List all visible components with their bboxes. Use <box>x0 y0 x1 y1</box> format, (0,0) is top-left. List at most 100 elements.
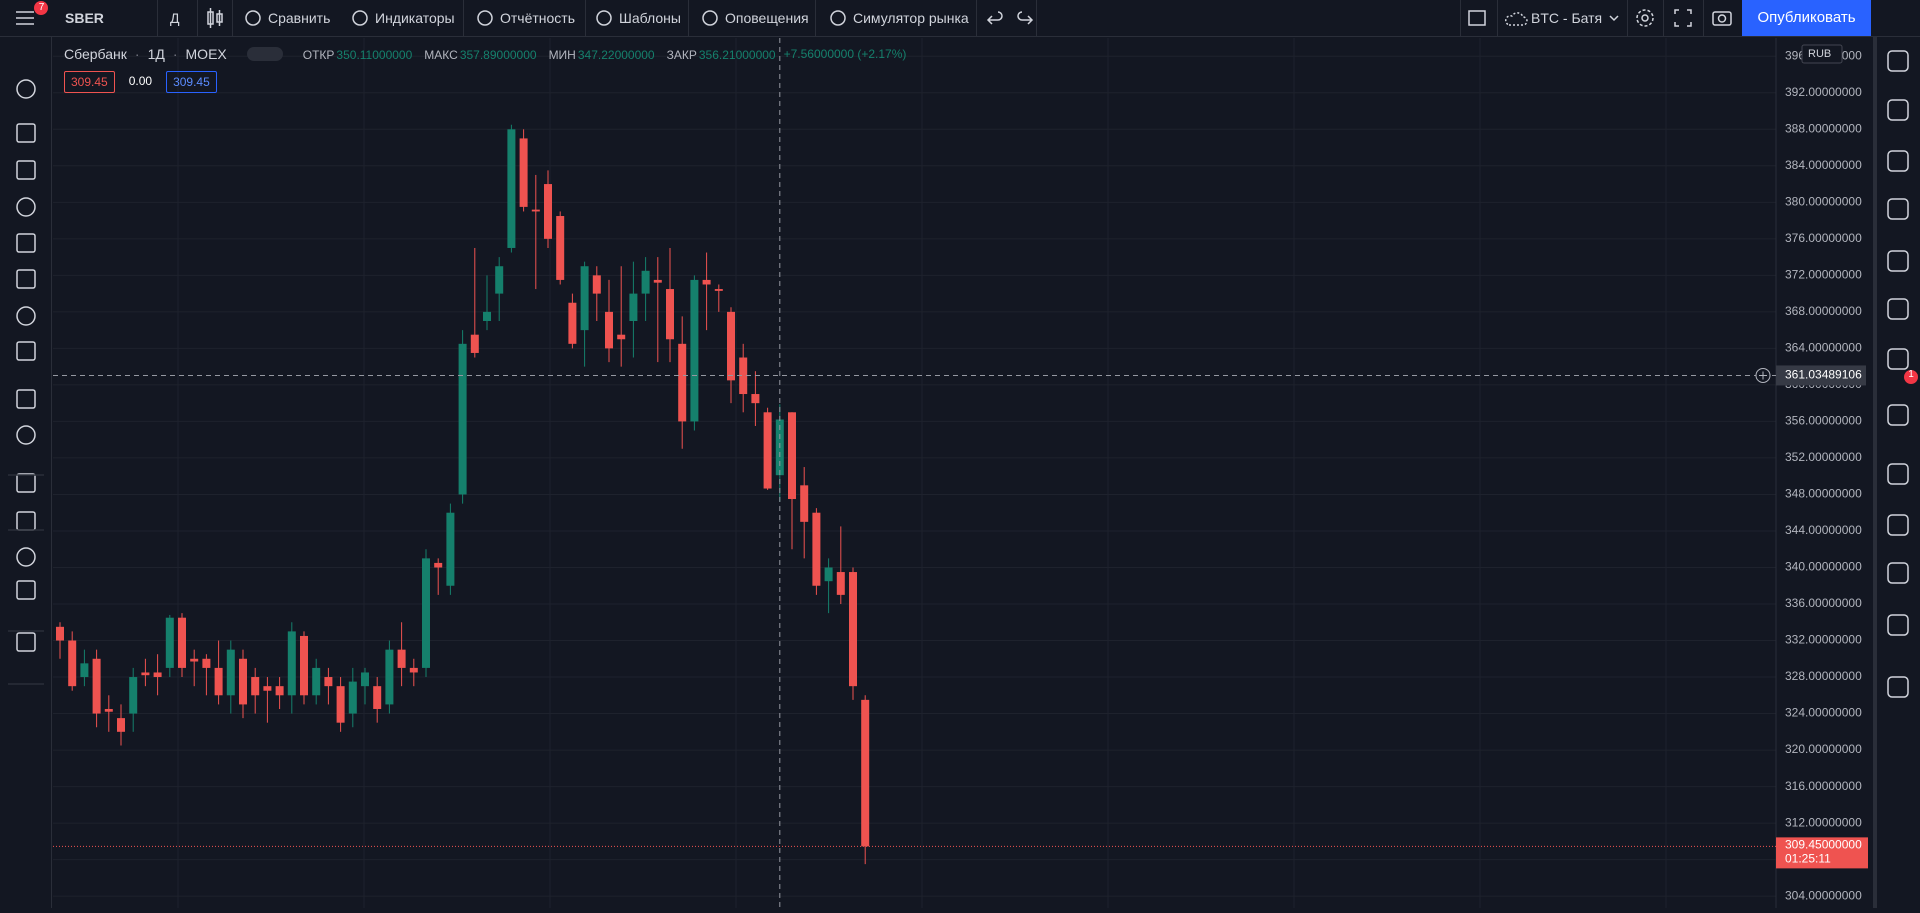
sidebar-icon[interactable] <box>1887 298 1909 320</box>
candle-body <box>629 293 638 322</box>
icon-shape <box>830 10 846 26</box>
tool-icon[interactable] <box>16 511 36 531</box>
snapshot-icon[interactable] <box>1709 0 1735 36</box>
candle-body <box>324 677 333 687</box>
candle-body <box>68 640 77 687</box>
buy-box[interactable]: 309.45 <box>166 71 217 93</box>
toolbar-item[interactable]: Шаблоны <box>619 10 681 26</box>
plot-background <box>53 38 1776 908</box>
toolbar-icon <box>830 10 846 26</box>
chart-type-icon[interactable] <box>205 0 225 36</box>
icon-shape <box>596 10 612 26</box>
candle-body <box>92 658 101 714</box>
y-tick-label: 356.00000000 <box>1785 414 1862 428</box>
candle-body <box>641 270 650 294</box>
candle-body <box>348 681 357 714</box>
sidebar-icon[interactable] <box>1887 562 1909 584</box>
ohlc-value: 356.21000000 <box>698 48 776 62</box>
ohlc-item: ЗАКР 356.21000000 <box>667 46 776 62</box>
toolbar-item[interactable]: Индикаторы <box>375 10 455 26</box>
candle-body <box>263 686 272 691</box>
y-tick-label: 372.00000000 <box>1785 268 1862 282</box>
candle-body <box>568 302 577 344</box>
candle-body <box>605 311 613 349</box>
layout-name[interactable]: BTC - Батя <box>1531 10 1603 26</box>
candle-body <box>80 663 89 678</box>
legend-interval: 1Д <box>147 46 165 62</box>
candle-body <box>251 677 260 696</box>
tool-icon[interactable] <box>16 473 36 493</box>
toolbar-icon <box>352 10 368 26</box>
legend-change: +7.56000000 (+2.17%) <box>783 47 907 61</box>
interval[interactable]: Д <box>170 10 180 26</box>
candle-body <box>678 343 687 422</box>
sidebar-icon[interactable] <box>1887 150 1909 172</box>
candle-body <box>422 558 430 668</box>
menu-icon[interactable] <box>0 0 52 36</box>
candle-body <box>617 334 626 340</box>
cloud-icon[interactable] <box>1503 0 1529 36</box>
currency: RUB <box>1808 48 1831 60</box>
candle-body <box>824 567 833 582</box>
sidebar-icon[interactable] <box>1887 676 1909 698</box>
undo-redo[interactable] <box>980 0 1040 36</box>
tool-icon[interactable] <box>16 123 36 143</box>
toolbar-item[interactable]: Отчётность <box>500 10 576 26</box>
symbol[interactable]: SBER <box>65 10 104 26</box>
candle-body <box>544 184 552 239</box>
candle-body <box>556 216 565 280</box>
y-tick-label: 340.00000000 <box>1785 560 1862 574</box>
tool-icon[interactable] <box>16 269 36 289</box>
candle-body <box>531 209 540 212</box>
tool-icon[interactable] <box>16 197 36 217</box>
sidebar-icon[interactable] <box>1887 463 1909 485</box>
tool-icon[interactable] <box>16 79 36 99</box>
y-tick-label: 332.00000000 <box>1785 633 1862 647</box>
ohlc-item: МИН 347.22000000 <box>549 46 655 62</box>
settings-icon[interactable] <box>1632 0 1658 36</box>
sidebar-icon[interactable] <box>1887 348 1909 370</box>
toolbar-item[interactable]: Оповещения <box>725 10 809 26</box>
y-tick-label: 328.00000000 <box>1785 669 1862 683</box>
sidebar-icon[interactable] <box>1887 99 1909 121</box>
fullscreen-icon[interactable] <box>1670 0 1696 36</box>
ohlc-value: 350.11000000 <box>336 48 413 62</box>
candle-body <box>190 658 199 662</box>
candle-body <box>239 658 247 705</box>
tool-icon[interactable] <box>16 306 36 326</box>
sidebar-icon[interactable] <box>1887 50 1909 72</box>
publish-button[interactable]: Опубликовать <box>1742 0 1871 36</box>
sidebar-icon[interactable] <box>1887 514 1909 536</box>
toolbar-icon <box>245 10 261 26</box>
tool-icon[interactable] <box>16 160 36 180</box>
candle-body <box>214 667 223 696</box>
layout-icon[interactable] <box>1467 0 1487 36</box>
sidebar-icon[interactable] <box>1887 198 1909 220</box>
sidebar-icon[interactable] <box>1887 614 1909 636</box>
tool-icon[interactable] <box>16 580 36 600</box>
icon-shape <box>352 10 368 26</box>
candle-body <box>507 129 516 248</box>
tool-icon[interactable] <box>16 425 36 445</box>
ohlc-key: МАКС <box>424 48 458 62</box>
candle-body <box>312 667 321 696</box>
countdown: 01:25:11 <box>1785 852 1831 866</box>
ohlc-key: МИН <box>548 48 576 62</box>
tool-icon[interactable] <box>16 547 36 567</box>
y-tick-label: 336.00000000 <box>1785 596 1862 610</box>
icon-shape <box>245 10 261 26</box>
toolbar-item[interactable]: Симулятор рынка <box>853 10 969 26</box>
sidebar-icon[interactable] <box>1887 404 1909 426</box>
trade-boxes: 309.45 0.00 309.45 <box>64 71 217 93</box>
tool-icon[interactable] <box>16 389 36 409</box>
currency-pill[interactable] <box>1801 44 1843 64</box>
tool-icon[interactable] <box>16 233 36 253</box>
sell-box[interactable]: 309.45 <box>64 71 115 93</box>
menu-badge: 7 <box>38 2 45 13</box>
toolbar-item[interactable]: Сравнить <box>268 10 331 26</box>
tool-icon[interactable] <box>16 632 36 652</box>
status-pill[interactable] <box>246 47 283 61</box>
sidebar-icon[interactable] <box>1887 250 1909 272</box>
tool-icon[interactable] <box>16 341 36 361</box>
